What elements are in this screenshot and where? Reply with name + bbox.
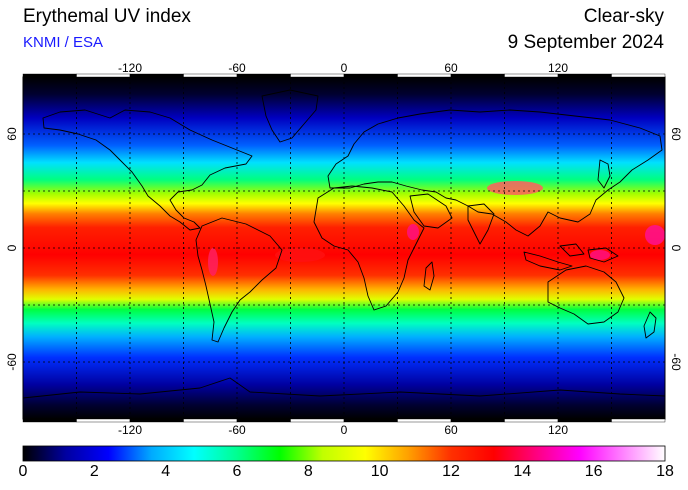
graticule bbox=[23, 77, 665, 419]
coastline-japan bbox=[597, 159, 611, 189]
lon-tick-label-bottom: 0 bbox=[341, 423, 348, 437]
frame-segment-bottom bbox=[236, 418, 291, 423]
colorbar-tick-label: 12 bbox=[442, 463, 460, 480]
frame-segment-bottom bbox=[129, 418, 184, 423]
sky-condition: Clear-sky bbox=[583, 6, 664, 27]
map-plot-area bbox=[22, 76, 666, 420]
lon-ticks-bottom: -120 -60 0 60 120 bbox=[118, 423, 568, 437]
uv-hotspot-atlantic bbox=[275, 248, 325, 262]
colorbar-tick-label: 10 bbox=[370, 463, 389, 480]
uv-hotspots bbox=[208, 181, 665, 276]
frame-segment-bottom bbox=[611, 418, 666, 423]
frame-segment-top bbox=[22, 73, 77, 78]
frame-segment-top bbox=[397, 73, 452, 78]
lon-tick-label-bottom: -120 bbox=[118, 423, 142, 437]
lat-tick-label-right: -60 bbox=[669, 353, 683, 371]
lat-tick-label-right: 60 bbox=[669, 127, 683, 141]
colorbar-gradient bbox=[23, 446, 665, 461]
coastline-africa bbox=[313, 185, 425, 311]
lon-tick-label-bottom: 120 bbox=[548, 423, 568, 437]
frame-segment-top bbox=[290, 73, 345, 78]
frame-segment-top bbox=[611, 73, 666, 78]
colorbar-tick-label: 6 bbox=[232, 463, 242, 480]
map-date: 9 September 2024 bbox=[507, 32, 664, 53]
frame-segment-bottom bbox=[290, 418, 345, 423]
colorbar-tick-label: 16 bbox=[584, 463, 603, 480]
colorbar-tick-label: 0 bbox=[18, 463, 28, 480]
frame-segment-bottom bbox=[183, 418, 238, 423]
lat-ticks-right: 60 0 -60 bbox=[669, 127, 683, 371]
coastline-greenland bbox=[261, 89, 319, 143]
lon-ticks-top: -120 -60 0 60 120 bbox=[22, 61, 666, 423]
coastline-madagascar bbox=[423, 261, 435, 291]
uv-hotspot-tibet bbox=[487, 181, 543, 195]
frame-segment-bottom bbox=[22, 418, 77, 423]
frame-segment-top bbox=[450, 73, 505, 78]
lat-tick-label-left: -60 bbox=[5, 353, 19, 371]
frame-segments bbox=[22, 73, 666, 423]
frame-segment-bottom bbox=[504, 418, 559, 423]
lon-tick-label-top: -120 bbox=[118, 61, 142, 75]
colorbar bbox=[22, 445, 666, 462]
lat-ticks-left: 60 0 -60 bbox=[5, 127, 19, 371]
coastline-arabia bbox=[409, 193, 453, 229]
colorbar-tick-label: 4 bbox=[161, 463, 171, 480]
lon-tick-label-bottom: -60 bbox=[228, 423, 246, 437]
colorbar-frame bbox=[22, 445, 666, 462]
uv-hotspot-indonesia bbox=[590, 250, 610, 260]
frame-segment-bottom bbox=[76, 418, 131, 423]
coastline-north-america bbox=[42, 109, 253, 231]
coastline-new-zealand bbox=[643, 311, 657, 339]
coastline-eurasia bbox=[327, 109, 663, 237]
frame-segment-bottom bbox=[450, 418, 505, 423]
lon-tick-label-top: -60 bbox=[228, 61, 246, 75]
map-title: Erythemal UV index bbox=[23, 6, 191, 27]
frame-segment-bottom bbox=[557, 418, 612, 423]
colorbar-tick-label: 14 bbox=[513, 463, 532, 480]
lat-tick-label-left: 60 bbox=[5, 127, 19, 141]
lon-tick-label-top: 0 bbox=[341, 61, 348, 75]
coastlines bbox=[23, 89, 665, 399]
colorbar-tick-label: 8 bbox=[303, 463, 313, 480]
lon-tick-label-top: 60 bbox=[444, 61, 458, 75]
coastline-south-america bbox=[195, 217, 283, 343]
source-credit: KNMI / ESA bbox=[23, 34, 104, 51]
coastline-india bbox=[467, 203, 495, 245]
lon-tick-label-top: 120 bbox=[548, 61, 568, 75]
frame-segment-bottom bbox=[397, 418, 452, 423]
frame-segment-top bbox=[343, 73, 398, 78]
uv-hotspot-east-africa bbox=[407, 224, 419, 240]
uv-hotspot-andes bbox=[208, 248, 218, 276]
lon-tick-label-bottom: 60 bbox=[444, 423, 458, 437]
colorbar-tick-label: 2 bbox=[89, 463, 99, 480]
coastline-australia bbox=[547, 265, 625, 325]
lat-tick-label-right: 0 bbox=[669, 245, 683, 252]
colorbar-tick-label: 18 bbox=[656, 463, 674, 480]
uv-hotspot-pacific bbox=[645, 225, 665, 245]
frame-segment-bottom bbox=[343, 418, 398, 423]
lat-tick-label-left: 0 bbox=[5, 244, 19, 251]
